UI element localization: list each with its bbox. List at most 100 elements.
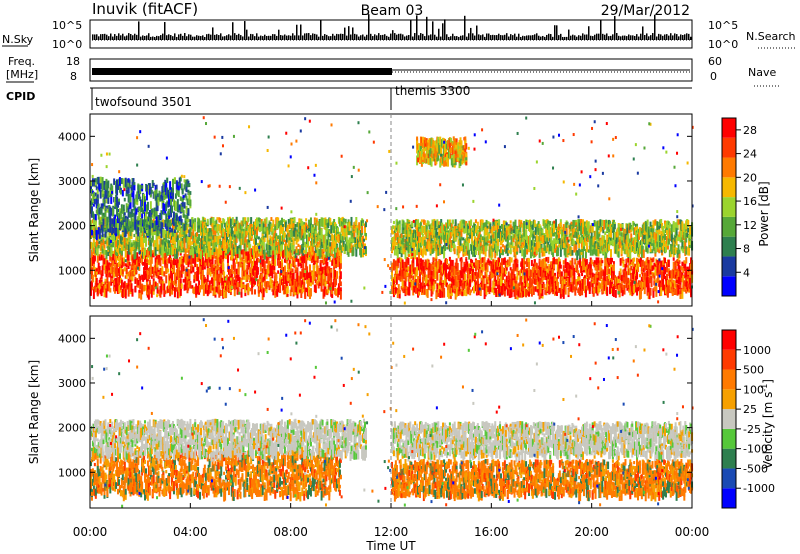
data-cell bbox=[118, 202, 120, 205]
data-cell bbox=[413, 286, 415, 293]
noise-bar bbox=[108, 36, 110, 40]
noise-bar bbox=[120, 35, 122, 40]
data-cell bbox=[402, 281, 404, 289]
data-cell bbox=[187, 209, 189, 216]
data-cell bbox=[238, 267, 240, 274]
data-cell bbox=[133, 234, 135, 237]
data-cell bbox=[104, 289, 106, 297]
data-cell bbox=[116, 263, 118, 273]
data-cell bbox=[365, 236, 367, 240]
noise-bar bbox=[202, 35, 204, 40]
data-cell bbox=[93, 214, 95, 220]
data-cell bbox=[222, 262, 224, 270]
data-cell bbox=[278, 245, 280, 254]
data-cell bbox=[178, 281, 180, 288]
data-cell bbox=[321, 228, 323, 233]
data-cell bbox=[271, 280, 273, 283]
data-cell bbox=[303, 255, 305, 263]
noise-bar bbox=[158, 36, 160, 40]
noise-bar bbox=[548, 34, 550, 40]
noise-bar bbox=[628, 34, 630, 40]
data-cell bbox=[319, 228, 321, 235]
data-cell bbox=[139, 185, 141, 195]
data-cell bbox=[355, 220, 357, 225]
noise-bar bbox=[424, 36, 426, 40]
data-cell bbox=[297, 244, 299, 247]
data-cell bbox=[214, 260, 216, 265]
noise-bar bbox=[616, 33, 618, 40]
noise-bar bbox=[658, 34, 660, 40]
noise-bar bbox=[164, 22, 166, 40]
noise-bar bbox=[192, 37, 194, 40]
noise-bar bbox=[250, 34, 252, 40]
data-cell bbox=[456, 258, 458, 263]
data-cell bbox=[150, 194, 152, 197]
noise-bar bbox=[342, 34, 344, 40]
noise-bar bbox=[620, 36, 622, 40]
data-cell bbox=[140, 206, 142, 212]
data-cell bbox=[339, 243, 341, 250]
noise-bar bbox=[440, 37, 442, 40]
data-cell bbox=[185, 215, 187, 221]
noise-bar bbox=[248, 37, 250, 40]
data-cell bbox=[109, 288, 111, 292]
data-cell bbox=[459, 278, 461, 287]
noise-bar bbox=[676, 34, 678, 40]
noise-bar bbox=[494, 35, 496, 40]
data-cell bbox=[182, 223, 184, 229]
data-cell bbox=[310, 288, 312, 296]
data-cell bbox=[239, 249, 241, 258]
noise-bar bbox=[558, 35, 560, 40]
noise-bar bbox=[550, 34, 552, 40]
noise-bar bbox=[572, 35, 574, 40]
data-cell bbox=[142, 262, 144, 266]
noise-bar bbox=[406, 36, 408, 40]
noise-bar bbox=[420, 33, 422, 40]
noise-bar bbox=[358, 37, 360, 40]
data-cell bbox=[104, 241, 106, 244]
data-cell bbox=[95, 178, 97, 182]
data-cell bbox=[173, 265, 175, 273]
data-cell bbox=[277, 270, 279, 274]
noise-bar bbox=[364, 37, 366, 40]
data-cell bbox=[212, 257, 214, 264]
data-cell bbox=[263, 241, 265, 250]
noise-bar bbox=[314, 34, 316, 40]
noise-bar bbox=[354, 34, 356, 40]
data-cell bbox=[188, 183, 190, 187]
data-cell bbox=[547, 257, 549, 263]
noise-bar bbox=[668, 36, 670, 40]
data-cell bbox=[408, 287, 410, 296]
noise-bar bbox=[162, 34, 164, 40]
data-cell bbox=[145, 238, 147, 244]
noise-bar bbox=[460, 36, 462, 40]
data-cell bbox=[185, 280, 187, 290]
noise-bar bbox=[126, 35, 128, 40]
data-cell bbox=[200, 250, 202, 259]
data-cell bbox=[553, 257, 555, 264]
data-cell bbox=[123, 257, 125, 261]
data-cell bbox=[479, 272, 481, 279]
data-cell bbox=[101, 208, 103, 213]
data-cell bbox=[553, 264, 555, 268]
data-cell bbox=[133, 185, 135, 190]
data-cell bbox=[176, 215, 178, 220]
noise-bar bbox=[482, 34, 484, 40]
data-cell bbox=[164, 230, 166, 234]
data-cell bbox=[232, 231, 234, 234]
noise-bar bbox=[332, 34, 334, 40]
data-cell bbox=[506, 276, 508, 279]
noise-bar bbox=[336, 34, 338, 40]
data-cell bbox=[294, 217, 296, 223]
noise-panel: N.Sky 10^5 10^0 10^5 10^0 N.Search bbox=[2, 14, 796, 51]
data-cell bbox=[350, 217, 352, 226]
noise-bar bbox=[160, 35, 162, 40]
data-cell bbox=[183, 257, 185, 263]
noise-bar bbox=[258, 37, 260, 40]
data-cell bbox=[184, 202, 186, 208]
data-cell bbox=[216, 217, 218, 220]
data-cell bbox=[225, 290, 227, 298]
data-cell bbox=[345, 219, 347, 224]
data-cell bbox=[241, 279, 243, 288]
